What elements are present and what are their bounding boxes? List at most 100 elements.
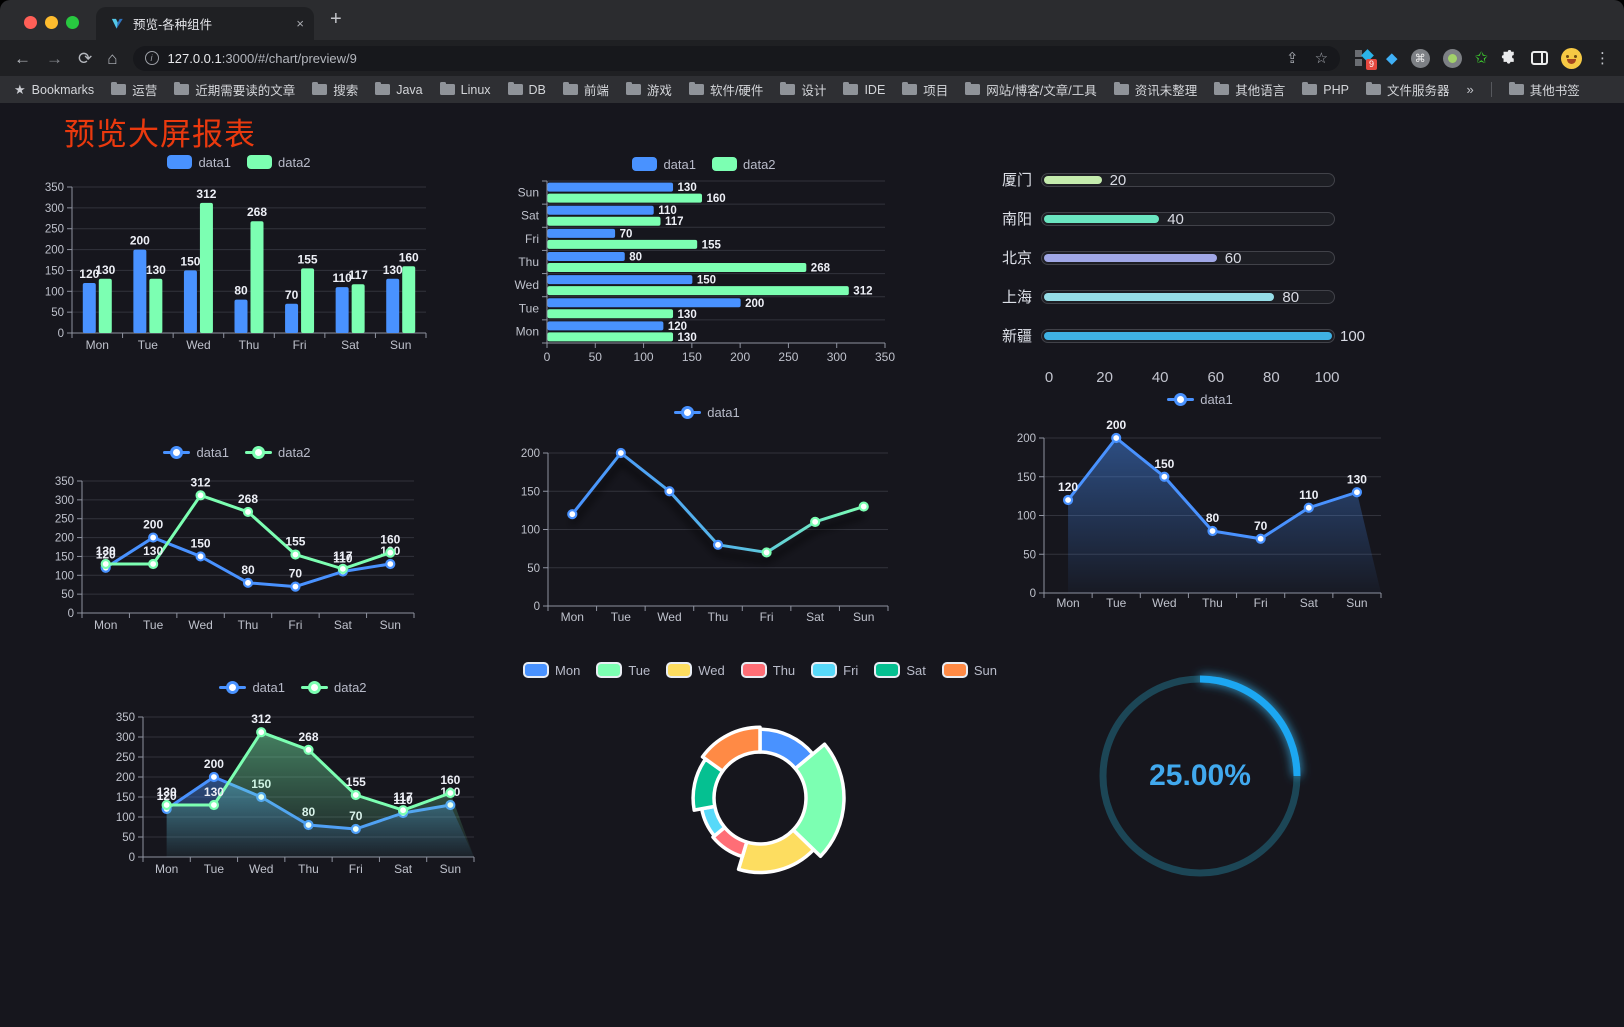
bookmark-label: 近期需要读的文章 xyxy=(195,84,296,98)
legend-item[interactable]: data1 xyxy=(632,157,696,172)
vue-devtools-icon[interactable]: 9 xyxy=(1355,49,1378,70)
legend-item[interactable]: Mon xyxy=(523,662,580,678)
chart-legend: data1 data2 xyxy=(48,443,426,461)
svg-text:110: 110 xyxy=(332,271,352,285)
svg-text:Sat: Sat xyxy=(1300,596,1319,610)
svg-text:150: 150 xyxy=(180,254,200,268)
legend-item[interactable]: Thu xyxy=(740,662,795,678)
gem-extension-icon[interactable]: ◆ xyxy=(1386,50,1398,67)
svg-text:120: 120 xyxy=(668,321,687,333)
svg-text:200: 200 xyxy=(730,350,750,364)
zoom-window-button[interactable] xyxy=(66,16,79,29)
svg-text:Sun: Sun xyxy=(518,186,539,200)
site-info-icon[interactable]: i xyxy=(144,51,159,65)
bookmark-folder[interactable]: 文件服务器 xyxy=(1365,80,1449,99)
svg-text:80: 80 xyxy=(234,284,248,298)
legend-marker xyxy=(941,662,968,678)
svg-text:150: 150 xyxy=(682,350,702,364)
legend-item[interactable]: data1 xyxy=(163,445,229,460)
svg-text:250: 250 xyxy=(45,224,64,236)
url-text[interactable]: 127.0.0.1:3000/#/chart/preview/9 xyxy=(168,51,1277,66)
legend-item[interactable]: data2 xyxy=(245,445,311,460)
legend-item[interactable]: Wed xyxy=(666,662,725,678)
folder-icon xyxy=(439,81,455,95)
svg-text:350: 350 xyxy=(55,476,74,488)
bookmark-folder[interactable]: 游戏 xyxy=(625,80,672,99)
legend-item[interactable]: data1 xyxy=(167,155,231,170)
side-panel-icon[interactable] xyxy=(1531,51,1548,65)
bookmarks-manager[interactable]: ★ Bookmarks xyxy=(14,82,94,98)
bookmark-folder[interactable]: 设计 xyxy=(780,80,826,99)
legend-marker xyxy=(632,157,658,171)
bookmark-folder[interactable]: DB xyxy=(507,81,546,97)
bookmark-folder[interactable]: Linux xyxy=(439,81,491,97)
reload-icon[interactable]: ⟳ xyxy=(78,48,93,68)
svg-text:130: 130 xyxy=(1347,472,1367,486)
close-window-button[interactable] xyxy=(24,16,37,29)
bookmark-folder[interactable]: 运营 xyxy=(111,80,157,99)
legend-item[interactable]: Fri xyxy=(811,662,858,678)
forward-icon[interactable]: → xyxy=(46,48,63,68)
home-icon[interactable]: ⌂ xyxy=(107,48,118,68)
menu-icon[interactable]: ⋮ xyxy=(1595,50,1610,67)
bookmark-folder[interactable]: IDE xyxy=(843,81,885,97)
svg-text:Mon: Mon xyxy=(516,324,539,338)
svg-text:120: 120 xyxy=(157,789,177,803)
svg-text:70: 70 xyxy=(285,288,299,302)
bookmark-folder[interactable]: PHP xyxy=(1302,81,1349,97)
legend-item[interactable]: data1 xyxy=(219,680,285,695)
bookmark-folder[interactable]: 搜索 xyxy=(312,80,358,99)
svg-text:268: 268 xyxy=(238,492,258,506)
back-icon[interactable]: ← xyxy=(14,48,31,68)
legend-item[interactable]: data1 xyxy=(674,405,740,420)
legend-item[interactable]: Sat xyxy=(874,662,926,678)
legend-marker xyxy=(740,662,767,678)
other-bookmarks-folder[interactable]: 其他书签 xyxy=(1508,80,1580,99)
legend-item[interactable]: data2 xyxy=(712,157,776,172)
bookmark-folder[interactable]: 其他语言 xyxy=(1214,80,1285,99)
svg-text:130: 130 xyxy=(678,182,697,194)
legend-item[interactable]: data1 xyxy=(1167,392,1233,407)
legend-item[interactable]: data2 xyxy=(247,155,311,170)
tab-close-icon[interactable]: × xyxy=(296,16,304,31)
address-bar[interactable]: i 127.0.0.1:3000/#/chart/preview/9 ⇪ ☆ xyxy=(132,45,1341,71)
svg-text:70: 70 xyxy=(620,228,633,240)
puzzle-extensions-icon[interactable] xyxy=(1501,49,1518,67)
progress-bars-chart: 厦门 20 南阳 40 北京 60 上海 80 新疆 100 0 20 40 60 80 100 xyxy=(995,160,1390,392)
legend-item[interactable]: Tue xyxy=(596,662,650,678)
svg-text:50: 50 xyxy=(122,832,135,844)
stacked-area-line-chart: data1 data2 0 50 100 150 200 250 300 350 Mon Tue We… xyxy=(105,678,481,891)
bookmark-folder[interactable]: 项目 xyxy=(902,80,948,99)
svg-text:Fri: Fri xyxy=(288,618,302,632)
progress-track: 100 xyxy=(1041,328,1365,345)
new-tab-button[interactable]: + xyxy=(330,8,342,30)
svg-text:70: 70 xyxy=(1254,519,1268,533)
legend-item[interactable]: data2 xyxy=(301,680,367,695)
progress-axis: 0 20 40 60 80 100 xyxy=(995,369,1390,389)
svg-text:150: 150 xyxy=(1154,457,1174,471)
minimize-window-button[interactable] xyxy=(45,16,58,29)
legend-line-marker xyxy=(219,680,247,694)
folder-icon xyxy=(174,81,190,95)
bookmark-folder[interactable]: 软件/硬件 xyxy=(688,80,763,99)
window-controls[interactable] xyxy=(24,16,79,29)
recorder-extension-icon[interactable] xyxy=(1442,48,1462,68)
bookmark-folder[interactable]: 近期需要读的文章 xyxy=(174,80,295,99)
svg-text:Tue: Tue xyxy=(143,618,164,632)
legend-item[interactable]: Sun xyxy=(941,662,997,678)
command-extension-icon[interactable]: ⌘ xyxy=(1410,48,1430,68)
browser-tab[interactable]: 预览-各种组件 × xyxy=(96,7,314,40)
bookmark-star-icon[interactable]: ☆ xyxy=(1314,49,1329,67)
green-star-extension-icon[interactable]: ✩ xyxy=(1474,50,1488,67)
bookmark-folder[interactable]: Java xyxy=(375,81,423,97)
bookmarks-overflow-chevron[interactable]: » xyxy=(1466,82,1474,97)
bookmark-folder[interactable]: 网站/博客/文章/工具 xyxy=(965,80,1097,99)
profile-avatar[interactable] xyxy=(1561,47,1582,69)
legend-label: data2 xyxy=(278,154,311,170)
svg-text:50: 50 xyxy=(589,350,603,364)
bookmark-folder[interactable]: 前端 xyxy=(562,80,609,99)
extension-badge: 9 xyxy=(1366,59,1378,70)
svg-text:Fri: Fri xyxy=(293,338,307,352)
bookmark-folder[interactable]: 资讯未整理 xyxy=(1113,80,1197,99)
share-icon[interactable]: ⇪ xyxy=(1286,49,1299,67)
